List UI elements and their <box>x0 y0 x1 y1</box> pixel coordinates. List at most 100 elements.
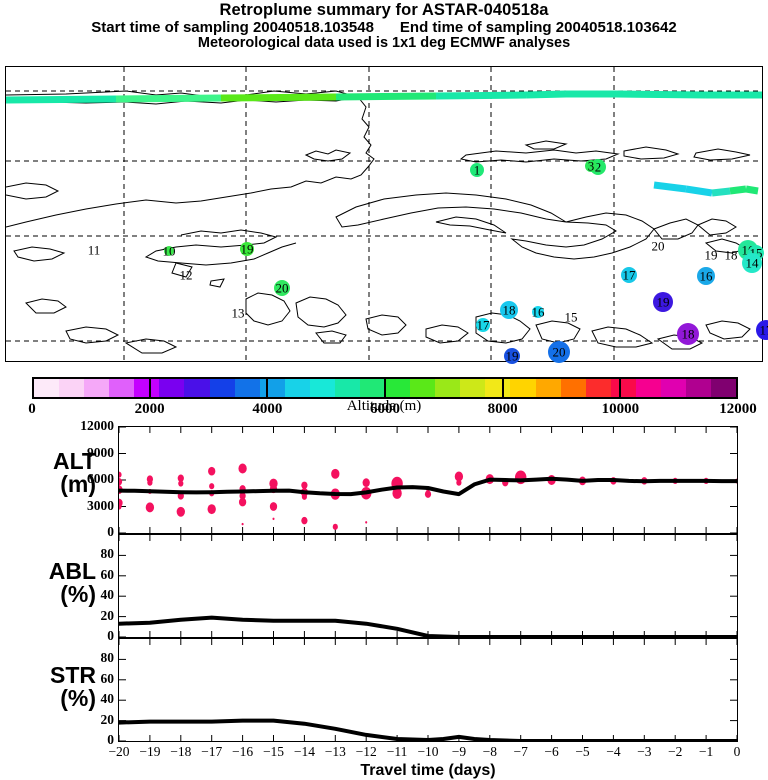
alt-scatter-point <box>242 523 244 525</box>
xaxis-tick-label: −16 <box>232 744 253 760</box>
xaxis-tick-label: −9 <box>452 744 466 760</box>
xaxis-tick-label: −1 <box>699 744 713 760</box>
alt-scatter-point <box>302 494 307 500</box>
xaxis-tick-label: −11 <box>387 744 408 760</box>
trajectory-day-label: 14 <box>746 257 759 270</box>
colorbar-caption: Altitude (m) <box>0 398 768 415</box>
xaxis-tick-label: −4 <box>606 744 620 760</box>
trajectory-day-label: 19 <box>241 243 254 256</box>
xaxis-tick-label: −13 <box>325 744 346 760</box>
trajectory-day-label: 10 <box>163 245 176 258</box>
alt-scatter-point <box>119 478 122 485</box>
xaxis-tick-labels: −20−19−18−17−16−15−14−13−12−11−10−9−8−7−… <box>118 744 738 760</box>
trajectory-day-label: 15 <box>565 311 578 324</box>
trajectory-day-label: 19 <box>657 296 670 309</box>
xaxis-tick-label: 0 <box>734 744 741 760</box>
trajectory-day-label: 19 <box>705 249 718 262</box>
trajectory-day-label: 17 <box>760 324 768 337</box>
yaxis-tick-label: 20 <box>44 712 114 728</box>
xaxis-tick-label: −7 <box>514 744 528 760</box>
yaxis-tick-label: 3000 <box>44 498 114 514</box>
yaxis-tick-label: 12000 <box>44 418 114 434</box>
trajectory-day-label: 12 <box>180 269 193 282</box>
trajectory-day-label: 18 <box>503 304 516 317</box>
yaxis-tick-label: 40 <box>44 587 114 603</box>
abl-plot-panel[interactable] <box>118 534 738 638</box>
colorbar-major-ticks <box>32 377 738 399</box>
yaxis-tick-label: 60 <box>44 671 114 687</box>
yaxis-tick-label: 9000 <box>44 445 114 461</box>
alt-scatter-point <box>239 498 246 507</box>
xaxis-tick-label: −14 <box>294 744 315 760</box>
alt-scatter-point <box>331 469 339 479</box>
alt-plot-panel[interactable] <box>118 426 738 534</box>
alt-scatter-point <box>177 507 185 517</box>
start-time-label: Start time of sampling 20040518.103548 <box>91 19 374 36</box>
xaxis-tick-label: −15 <box>263 744 284 760</box>
alt-plot-svg <box>119 427 737 533</box>
alt-scatter-point <box>178 480 183 486</box>
end-time-label: End time of sampling 20040518.103642 <box>400 19 677 36</box>
xaxis-tick-label: −2 <box>668 744 682 760</box>
trajectory-day-label: 11 <box>88 244 101 257</box>
colorbar-major-tick <box>502 377 504 399</box>
xaxis-tick-label: −18 <box>170 744 191 760</box>
xaxis-tick-label: −5 <box>575 744 589 760</box>
str-plot-panel[interactable] <box>118 638 738 742</box>
str-plot-svg <box>119 639 737 741</box>
trajectory-day-label: 20 <box>652 240 665 253</box>
alt-scatter-point <box>272 518 274 520</box>
alt-scatter-point <box>363 478 370 487</box>
alt-scatter-point <box>208 467 215 476</box>
colorbar-major-tick <box>619 377 621 399</box>
xaxis-tick-label: −20 <box>108 744 129 760</box>
trajectory-day-label: 16 <box>700 270 713 283</box>
xaxis-tick-label: −6 <box>544 744 558 760</box>
alt-scatter-point <box>301 517 307 524</box>
retroplume-map[interactable]: 1110121920131232019181615141716171816151… <box>5 66 763 362</box>
page-title: Retroplume summary for ASTAR-040518a <box>0 2 768 20</box>
alt-scatter-point <box>270 502 277 511</box>
sampling-time-line: Start time of sampling 20040518.103548 En… <box>0 20 768 36</box>
yaxis-tick-label: 80 <box>44 650 114 666</box>
trajectory-day-label: 17 <box>623 269 636 282</box>
trajectory-day-label: 18 <box>725 249 738 262</box>
met-data-label: Meteorological data used is 1x1 deg ECMW… <box>0 36 768 52</box>
yaxis-tick-label: 80 <box>44 546 114 562</box>
abl-plot-svg <box>119 535 737 637</box>
trajectory-day-label: 17 <box>477 319 490 332</box>
trajectory-day-label: 1 <box>474 164 481 177</box>
yaxis-tick-label: 20 <box>44 608 114 624</box>
xaxis-tick-label: −12 <box>356 744 377 760</box>
colorbar-major-tick <box>266 377 268 399</box>
trajectory-day-label: 20 <box>276 282 289 295</box>
xaxis-title: Travel time (days) <box>118 762 738 780</box>
xaxis-tick-label: −19 <box>139 744 160 760</box>
map-inner: 1110121920131232019181615141716171816151… <box>6 67 762 361</box>
alt-scatter-point <box>209 483 214 489</box>
alt-scatter-point <box>119 472 122 478</box>
map-marker-layer: 1110121920131232019181615141716171816151… <box>6 67 762 361</box>
xaxis-tick-label: −17 <box>201 744 222 760</box>
trajectory-day-label: 20 <box>553 346 566 359</box>
alt-scatter-point <box>146 502 154 512</box>
trajectory-day-label: 18 <box>682 328 695 341</box>
alt-scatter-point <box>425 490 431 497</box>
alt-scatter-point <box>147 480 152 486</box>
colorbar-major-tick <box>149 377 151 399</box>
alt-scatter-point <box>238 464 246 474</box>
xaxis-tick-label: −3 <box>637 744 651 760</box>
alt-scatter-point <box>456 480 461 486</box>
trajectory-day-label: 19 <box>506 350 519 363</box>
trajectory-day-label: 13 <box>232 307 245 320</box>
alt-scatter-point <box>301 482 307 489</box>
yaxis-tick-label: 60 <box>44 567 114 583</box>
alt-scatter-point <box>333 524 338 530</box>
alt-scatter-point <box>365 521 367 523</box>
xaxis-tick-label: −10 <box>417 744 438 760</box>
